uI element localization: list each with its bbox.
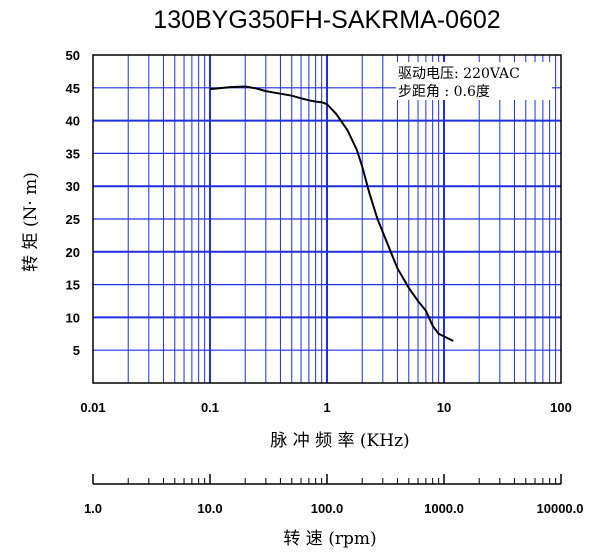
x-tick-label: 0.01 xyxy=(80,400,105,415)
annotation-line-2: 步距角 : 0.6度 xyxy=(398,84,490,100)
x-tick-labels: 0.01 0.1 1 10 100 xyxy=(80,400,572,415)
y-tick-label: 15 xyxy=(66,278,80,293)
x-tick-label: 100 xyxy=(550,400,572,415)
grid-layer xyxy=(93,55,561,383)
y-tick-label: 10 xyxy=(66,310,80,325)
y-tick-label: 25 xyxy=(66,212,80,227)
y-tick-label: 5 xyxy=(73,343,80,358)
x-tick-label: 10 xyxy=(437,400,451,415)
y-axis-label: 转 矩 (N· m) xyxy=(21,172,41,272)
rpm-tick-label: 100.0 xyxy=(311,501,344,516)
annotation-line-1: 驱动电压: 220VAC xyxy=(398,66,520,82)
plot-frame xyxy=(92,54,562,384)
rpm-axis-label: 转 速 (rpm) xyxy=(283,529,376,549)
y-tick-label: 50 xyxy=(66,48,80,63)
x-axis-label: 脉 冲 频 率 (KHz) xyxy=(270,431,409,451)
x-tick-label: 0.1 xyxy=(201,400,219,415)
x-tick-label: 1 xyxy=(323,400,330,415)
rpm-tick-label: 10.0 xyxy=(197,501,222,516)
chart-title: 130BYG350FH-SAKRMA-0602 xyxy=(153,6,500,34)
torque-curve xyxy=(209,85,454,342)
y-tick-label: 35 xyxy=(66,146,80,161)
rpm-tick-label: 1.0 xyxy=(84,501,102,516)
y-tick-label: 45 xyxy=(66,81,80,96)
annotation-box xyxy=(396,62,552,100)
y-tick-label: 40 xyxy=(66,114,80,129)
rpm-axis: 1.0 10.0 100.0 1000.0 10000.0 xyxy=(84,474,584,516)
rpm-tick-label: 1000.0 xyxy=(424,501,464,516)
y-tick-label: 30 xyxy=(66,179,80,194)
y-tick-label: 20 xyxy=(66,245,80,260)
y-axis-label-text: 转 矩 (N· m) xyxy=(21,172,41,272)
rpm-tick-label: 10000.0 xyxy=(537,501,584,516)
y-tick-labels: 5 10 15 20 25 30 35 40 45 50 xyxy=(66,48,80,358)
